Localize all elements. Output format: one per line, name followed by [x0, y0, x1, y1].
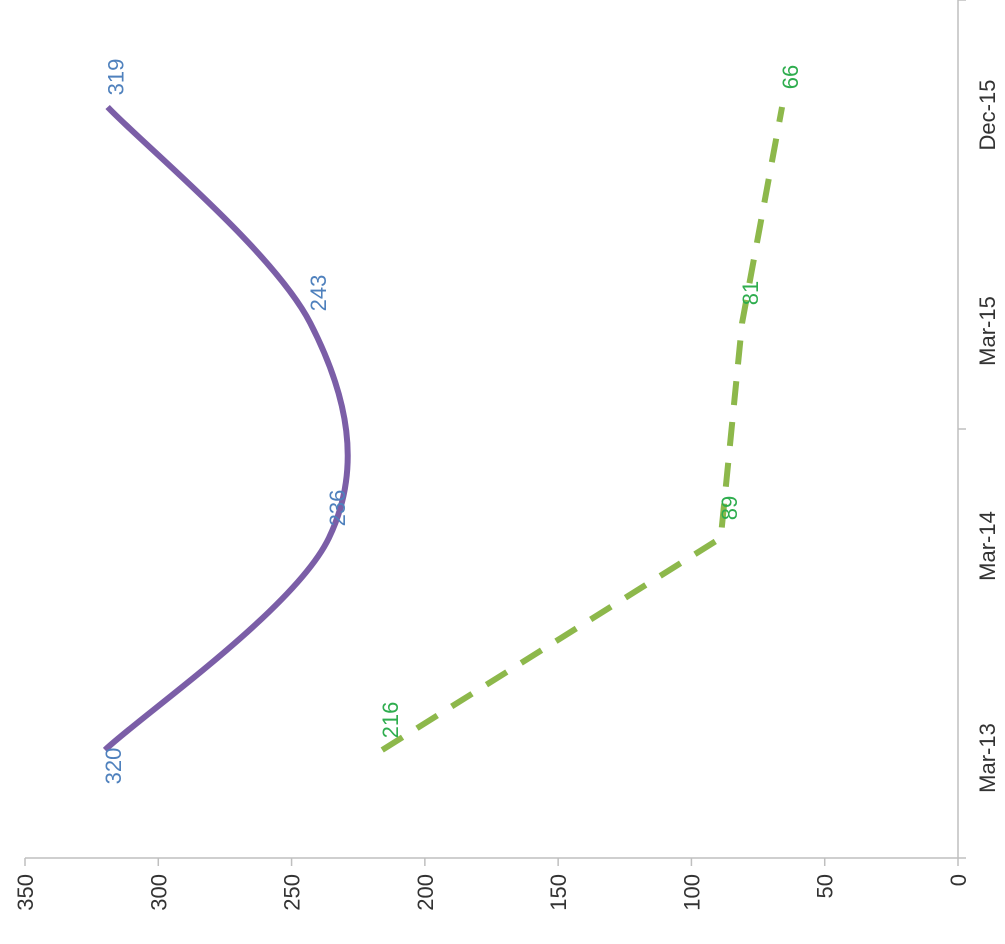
data-label: 243	[306, 275, 331, 312]
series-line-2	[380, 106, 786, 753]
data-label: 236	[325, 490, 350, 527]
value-axis-tick-label: 0	[946, 874, 971, 886]
value-axis-tick-label: 100	[679, 874, 704, 911]
value-axis-tick-label: 150	[546, 874, 571, 911]
value-axis-tick-label: 350	[13, 874, 38, 911]
chart-labels: 320 236 243 319 216 89 81 66	[101, 59, 803, 785]
value-axis-tick-label: 250	[280, 874, 305, 911]
data-label: 89	[717, 496, 742, 520]
series-line-1	[102, 104, 351, 753]
data-label: 320	[101, 748, 126, 785]
chart-axes: 0 50 100 150 200 250 300 350 Mar-13 Mar-14 Mar-15 D…	[13, 0, 1000, 911]
data-label: 319	[104, 59, 129, 96]
data-label: 66	[778, 65, 803, 89]
category-axis-tick-label: Dec-15	[975, 80, 1000, 151]
category-axis-tick-label: Mar-13	[975, 723, 1000, 793]
value-axis-tick-label: 50	[813, 874, 838, 898]
data-label: 216	[378, 702, 403, 739]
category-axis-tick-label: Mar-15	[975, 296, 1000, 366]
value-axis-tick-label: 300	[146, 874, 171, 911]
data-label: 81	[738, 281, 763, 305]
value-axis-tick-label: 200	[413, 874, 438, 911]
category-axis-tick-label: Mar-14	[975, 511, 1000, 581]
chart-series	[102, 104, 786, 753]
